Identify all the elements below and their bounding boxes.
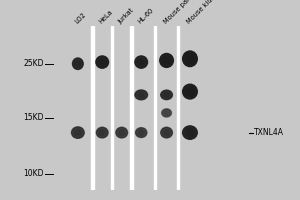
Ellipse shape [71, 127, 84, 138]
Ellipse shape [162, 109, 172, 117]
Ellipse shape [135, 90, 148, 100]
Text: HL-60: HL-60 [137, 7, 155, 25]
Ellipse shape [187, 89, 193, 95]
Ellipse shape [139, 131, 143, 135]
Ellipse shape [98, 58, 107, 66]
Ellipse shape [73, 58, 83, 69]
Ellipse shape [74, 60, 82, 68]
Ellipse shape [135, 56, 148, 68]
Ellipse shape [137, 58, 146, 66]
Ellipse shape [165, 111, 169, 115]
Text: 15KD: 15KD [24, 113, 44, 122]
Bar [177, 26, 179, 190]
Ellipse shape [164, 58, 169, 63]
Text: TXNL4A: TXNL4A [254, 128, 284, 137]
Ellipse shape [136, 128, 147, 138]
Ellipse shape [98, 129, 106, 136]
Text: Mouse kidney: Mouse kidney [186, 0, 222, 25]
Ellipse shape [187, 56, 193, 62]
Ellipse shape [183, 51, 197, 67]
Ellipse shape [160, 53, 173, 67]
Ellipse shape [164, 93, 169, 97]
Ellipse shape [96, 127, 108, 138]
Ellipse shape [164, 130, 169, 135]
Ellipse shape [161, 90, 172, 100]
Ellipse shape [118, 129, 126, 136]
Ellipse shape [185, 86, 195, 97]
Ellipse shape [185, 53, 195, 64]
Text: Jurkat: Jurkat [118, 7, 135, 25]
Ellipse shape [161, 127, 172, 138]
Ellipse shape [76, 61, 80, 66]
Ellipse shape [163, 92, 171, 98]
Ellipse shape [183, 84, 197, 99]
Bar [154, 26, 156, 190]
Ellipse shape [100, 60, 105, 65]
Bar [111, 26, 113, 190]
Ellipse shape [75, 130, 80, 135]
Text: 25KD: 25KD [24, 59, 44, 68]
Ellipse shape [187, 130, 193, 135]
Ellipse shape [162, 56, 171, 65]
Ellipse shape [139, 93, 144, 97]
Ellipse shape [96, 56, 109, 68]
Ellipse shape [116, 127, 127, 138]
Ellipse shape [139, 60, 144, 65]
Ellipse shape [119, 130, 124, 135]
Ellipse shape [183, 126, 197, 139]
Text: 10KD: 10KD [24, 169, 44, 178]
Ellipse shape [163, 110, 170, 116]
Ellipse shape [185, 128, 195, 137]
Ellipse shape [137, 91, 146, 98]
Text: Mouse pancreas: Mouse pancreas [162, 0, 205, 25]
Ellipse shape [100, 130, 105, 135]
Ellipse shape [74, 129, 82, 137]
Bar [91, 26, 94, 190]
Ellipse shape [137, 129, 145, 136]
Text: LO2: LO2 [74, 12, 87, 25]
Text: HeLa: HeLa [98, 9, 114, 25]
Bar [130, 26, 133, 190]
Ellipse shape [163, 129, 171, 136]
